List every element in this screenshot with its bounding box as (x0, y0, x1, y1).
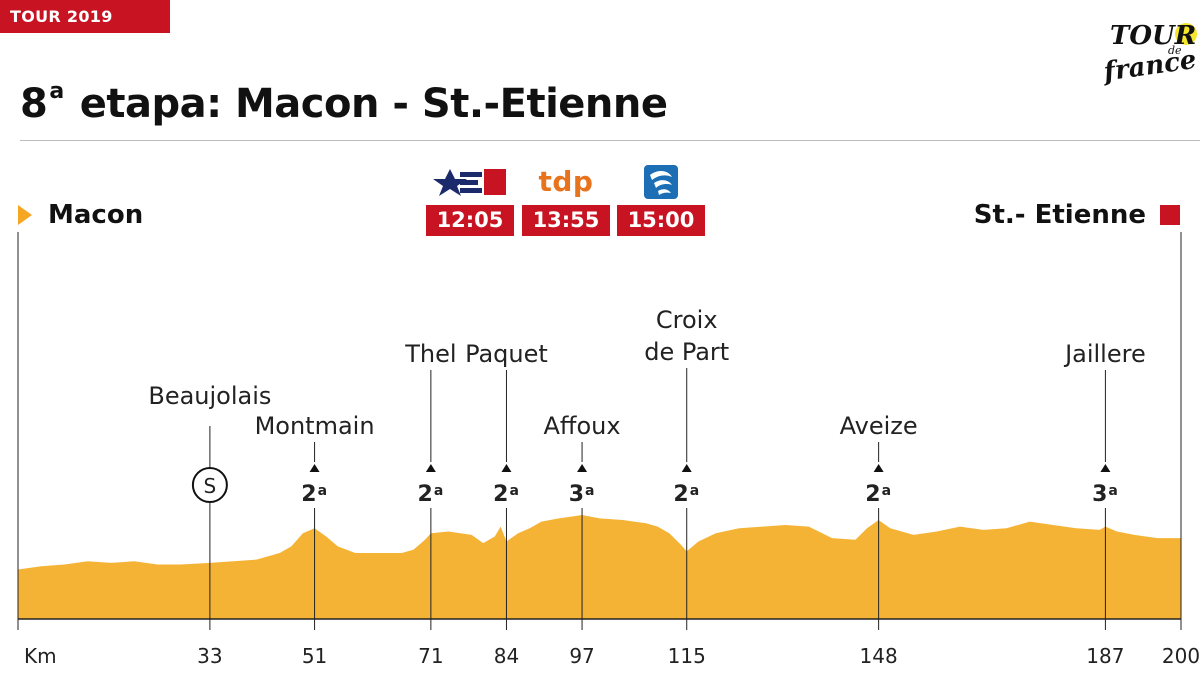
climb-category-suffix-148: a (882, 483, 891, 499)
sprint-name: Beaujolais (148, 382, 271, 410)
finish-location: St.- Etienne (974, 198, 1180, 232)
climb-triangle-icon (425, 464, 436, 472)
km-tick-label-33: 33 (197, 644, 222, 668)
km-tick-label-187: 187 (1086, 644, 1124, 668)
climb-category-suffix-71: a (434, 483, 443, 499)
climb-name-97: Affoux (544, 412, 621, 440)
sprint-symbol: S (204, 474, 217, 498)
axis-label-km: Km (24, 644, 57, 668)
title-divider (20, 140, 1200, 141)
climb-category-187: 3 (1092, 482, 1107, 507)
elevation-profile-area (18, 515, 1181, 619)
climb-category-84: 2 (493, 482, 508, 507)
climb-name-115: de Part (644, 338, 729, 366)
climb-category-148: 2 (865, 482, 880, 507)
finish-marker-icon (1160, 205, 1180, 225)
climb-category-97: 3 (569, 482, 584, 507)
channel-logo-icon (617, 165, 705, 199)
broadcaster-tdp: tdp 13:55 (522, 165, 610, 236)
start-location: Macon (18, 198, 143, 232)
climb-category-suffix-84: a (509, 483, 518, 499)
stage-title-text: etapa: Macon - St.-Etienne (79, 81, 668, 127)
climb-category-115: 2 (673, 482, 688, 507)
broadcaster-e1: 12:05 (426, 165, 514, 236)
climb-triangle-icon (501, 464, 512, 472)
e1-logo-icon (426, 165, 514, 199)
climb-name-51: Montmain (255, 412, 375, 440)
climb-triangle-icon (681, 464, 692, 472)
km-tick-label-200: 200 (1162, 644, 1200, 668)
climb-category-suffix-115: a (690, 483, 699, 499)
climb-triangle-icon (309, 464, 320, 472)
broadcast-time-third: 15:00 (617, 205, 705, 236)
km-tick-label-84: 84 (494, 644, 519, 668)
km-tick-label-97: 97 (569, 644, 594, 668)
broadcast-time-tdp: 13:55 (522, 205, 610, 236)
climb-triangle-icon (873, 464, 884, 472)
climb-name-148: Aveize (840, 412, 918, 440)
climb-name-187: Jaillere (1063, 340, 1146, 368)
svg-text:TOUR: TOUR (1110, 21, 1196, 51)
km-tick-label-115: 115 (668, 644, 706, 668)
svg-text:de: de (1168, 44, 1182, 57)
stage-number: 8 (20, 81, 48, 127)
broadcaster-third: 15:00 (617, 165, 705, 236)
climb-category-51: 2 (301, 482, 316, 507)
climb-triangle-icon (1100, 464, 1111, 472)
km-tick-label-51: 51 (302, 644, 327, 668)
climb-name-115: Croix (656, 306, 718, 334)
tour-tag: TOUR 2019 (0, 0, 170, 33)
broadcast-time-e1: 12:05 (426, 205, 514, 236)
tdp-logo-text: tdp (538, 165, 594, 198)
km-tick-label-148: 148 (860, 644, 898, 668)
climb-category-suffix-97: a (585, 483, 594, 499)
km-tick-label-71: 71 (418, 644, 443, 668)
climb-name-71: Thel (404, 340, 456, 368)
start-location-label: Macon (48, 200, 144, 230)
finish-location-label: St.- Etienne (973, 200, 1146, 230)
stage-ordinal-suffix: a (49, 79, 64, 104)
climb-category-71: 2 (418, 482, 433, 507)
climb-triangle-icon (577, 464, 588, 472)
tour-de-france-logo-icon: TOUR de france (1100, 21, 1198, 88)
tdp-logo-icon: tdp (522, 165, 610, 199)
climb-name-84: Paquet (465, 340, 548, 368)
climb-category-suffix-187: a (1108, 483, 1117, 499)
climb-category-suffix-51: a (318, 483, 327, 499)
page-title: 8 a etapa: Macon - St.-Etienne (20, 80, 668, 128)
start-marker-icon (18, 205, 32, 225)
